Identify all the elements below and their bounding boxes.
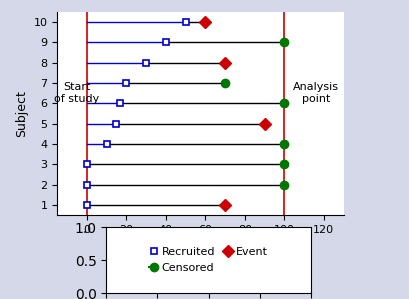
Text: Analysis
point: Analysis point [293, 83, 339, 104]
X-axis label: Time: Time [185, 241, 216, 254]
Legend: Recruited, Censored, Event: Recruited, Censored, Event [145, 243, 272, 277]
Text: Start
of study: Start of study [54, 83, 100, 104]
Y-axis label: Subject: Subject [15, 90, 28, 137]
